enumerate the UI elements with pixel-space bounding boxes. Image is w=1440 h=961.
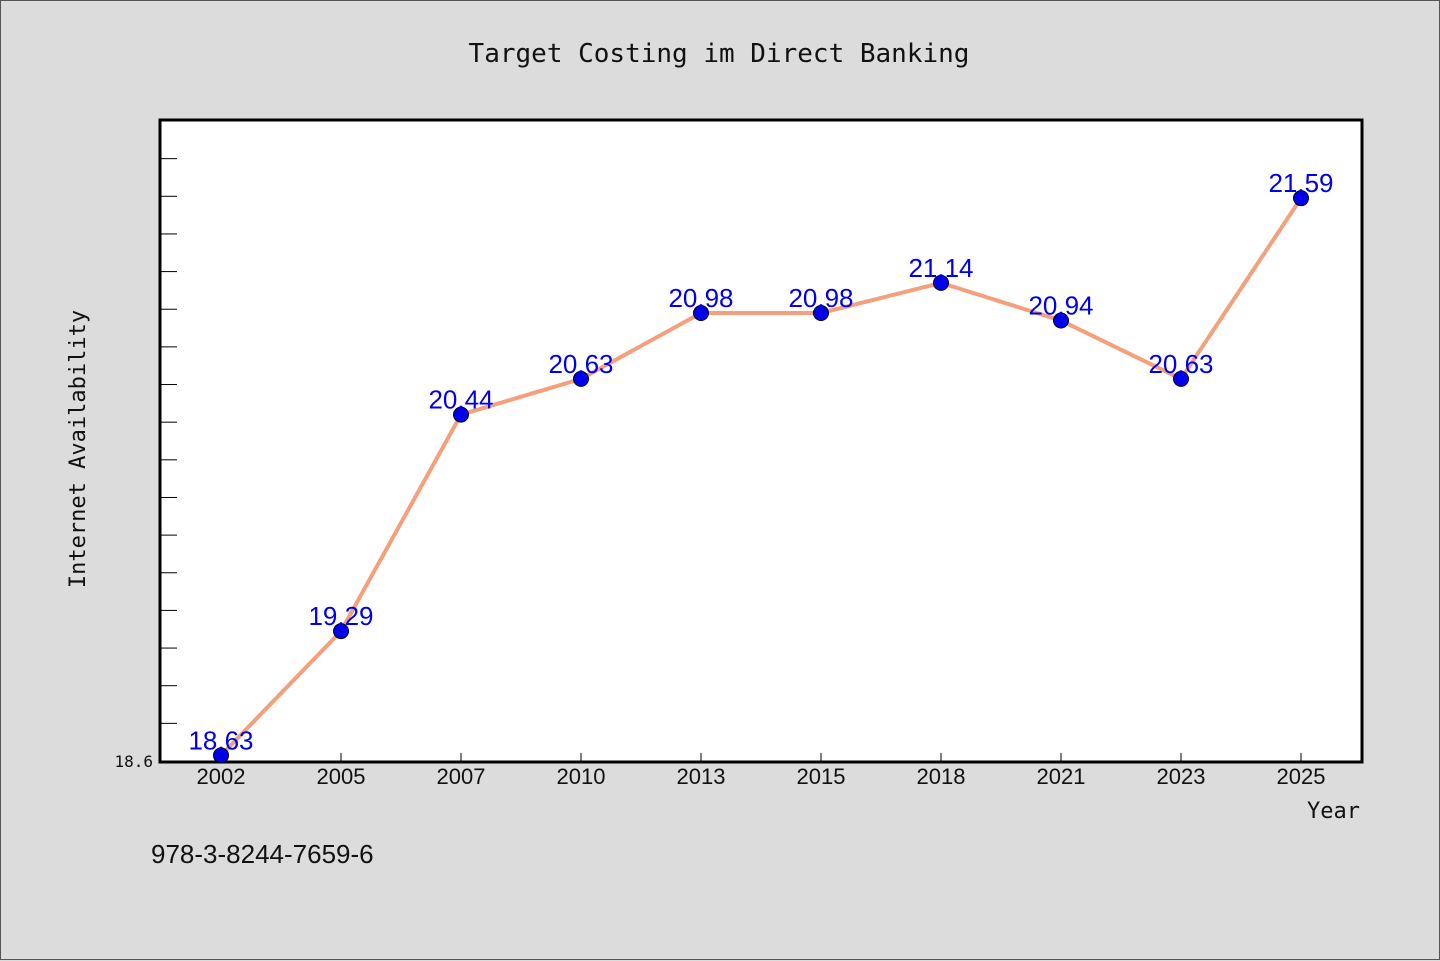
data-point bbox=[1293, 190, 1309, 207]
data-point bbox=[453, 406, 469, 423]
x-axis-label: Year bbox=[1307, 799, 1360, 824]
x-tick-label: 2010 bbox=[557, 764, 606, 789]
data-label: 20.63 bbox=[548, 349, 613, 379]
data-label: 19.29 bbox=[308, 601, 373, 631]
data-point bbox=[573, 370, 589, 387]
x-tick-label: 2002 bbox=[197, 764, 246, 789]
data-label: 20.94 bbox=[1028, 291, 1093, 321]
x-tick-label: 2013 bbox=[677, 764, 726, 789]
data-point bbox=[1173, 370, 1189, 387]
data-label: 20.63 bbox=[1148, 349, 1213, 379]
data-label: 20.44 bbox=[428, 385, 493, 415]
x-tick-label: 2025 bbox=[1277, 764, 1326, 789]
x-axis-ticks: 2002 2005 2007 2010 2013 2015 2018 2021 2023 2025 bbox=[197, 753, 1326, 789]
chart-title: Target Costing im Direct Banking bbox=[469, 39, 970, 69]
data-labels: 18.63 19.29 20.44 20.63 20.98 20.98 21.14 20.94… bbox=[188, 168, 1333, 755]
data-label: 20.98 bbox=[668, 283, 733, 313]
data-label: 21.59 bbox=[1268, 168, 1333, 198]
y-tick-label: 18.6 bbox=[114, 752, 153, 771]
data-point bbox=[333, 623, 349, 640]
data-point bbox=[213, 747, 229, 764]
x-tick-label: 2005 bbox=[317, 764, 366, 789]
isbn-note: 978-3-8244-7659-6 bbox=[151, 839, 374, 869]
x-tick-label: 2015 bbox=[797, 764, 846, 789]
plot-area bbox=[158, 118, 1364, 764]
series-line bbox=[219, 197, 1303, 757]
x-tick-label: 2007 bbox=[437, 764, 486, 789]
data-label: 20.98 bbox=[788, 283, 853, 313]
data-label: 21.14 bbox=[908, 253, 973, 283]
y-axis-label: Internet Availability bbox=[66, 310, 91, 588]
x-tick-label: 2018 bbox=[917, 764, 966, 789]
data-point bbox=[933, 274, 949, 291]
data-point bbox=[813, 305, 829, 321]
y-axis-ticks: 18.6 bbox=[114, 120, 177, 771]
data-label: 18.63 bbox=[188, 725, 253, 755]
data-point bbox=[1053, 312, 1069, 329]
x-tick-label: 2023 bbox=[1157, 764, 1206, 789]
series-markers bbox=[213, 190, 1309, 764]
x-tick-label: 2021 bbox=[1037, 764, 1086, 789]
data-point bbox=[693, 305, 709, 321]
